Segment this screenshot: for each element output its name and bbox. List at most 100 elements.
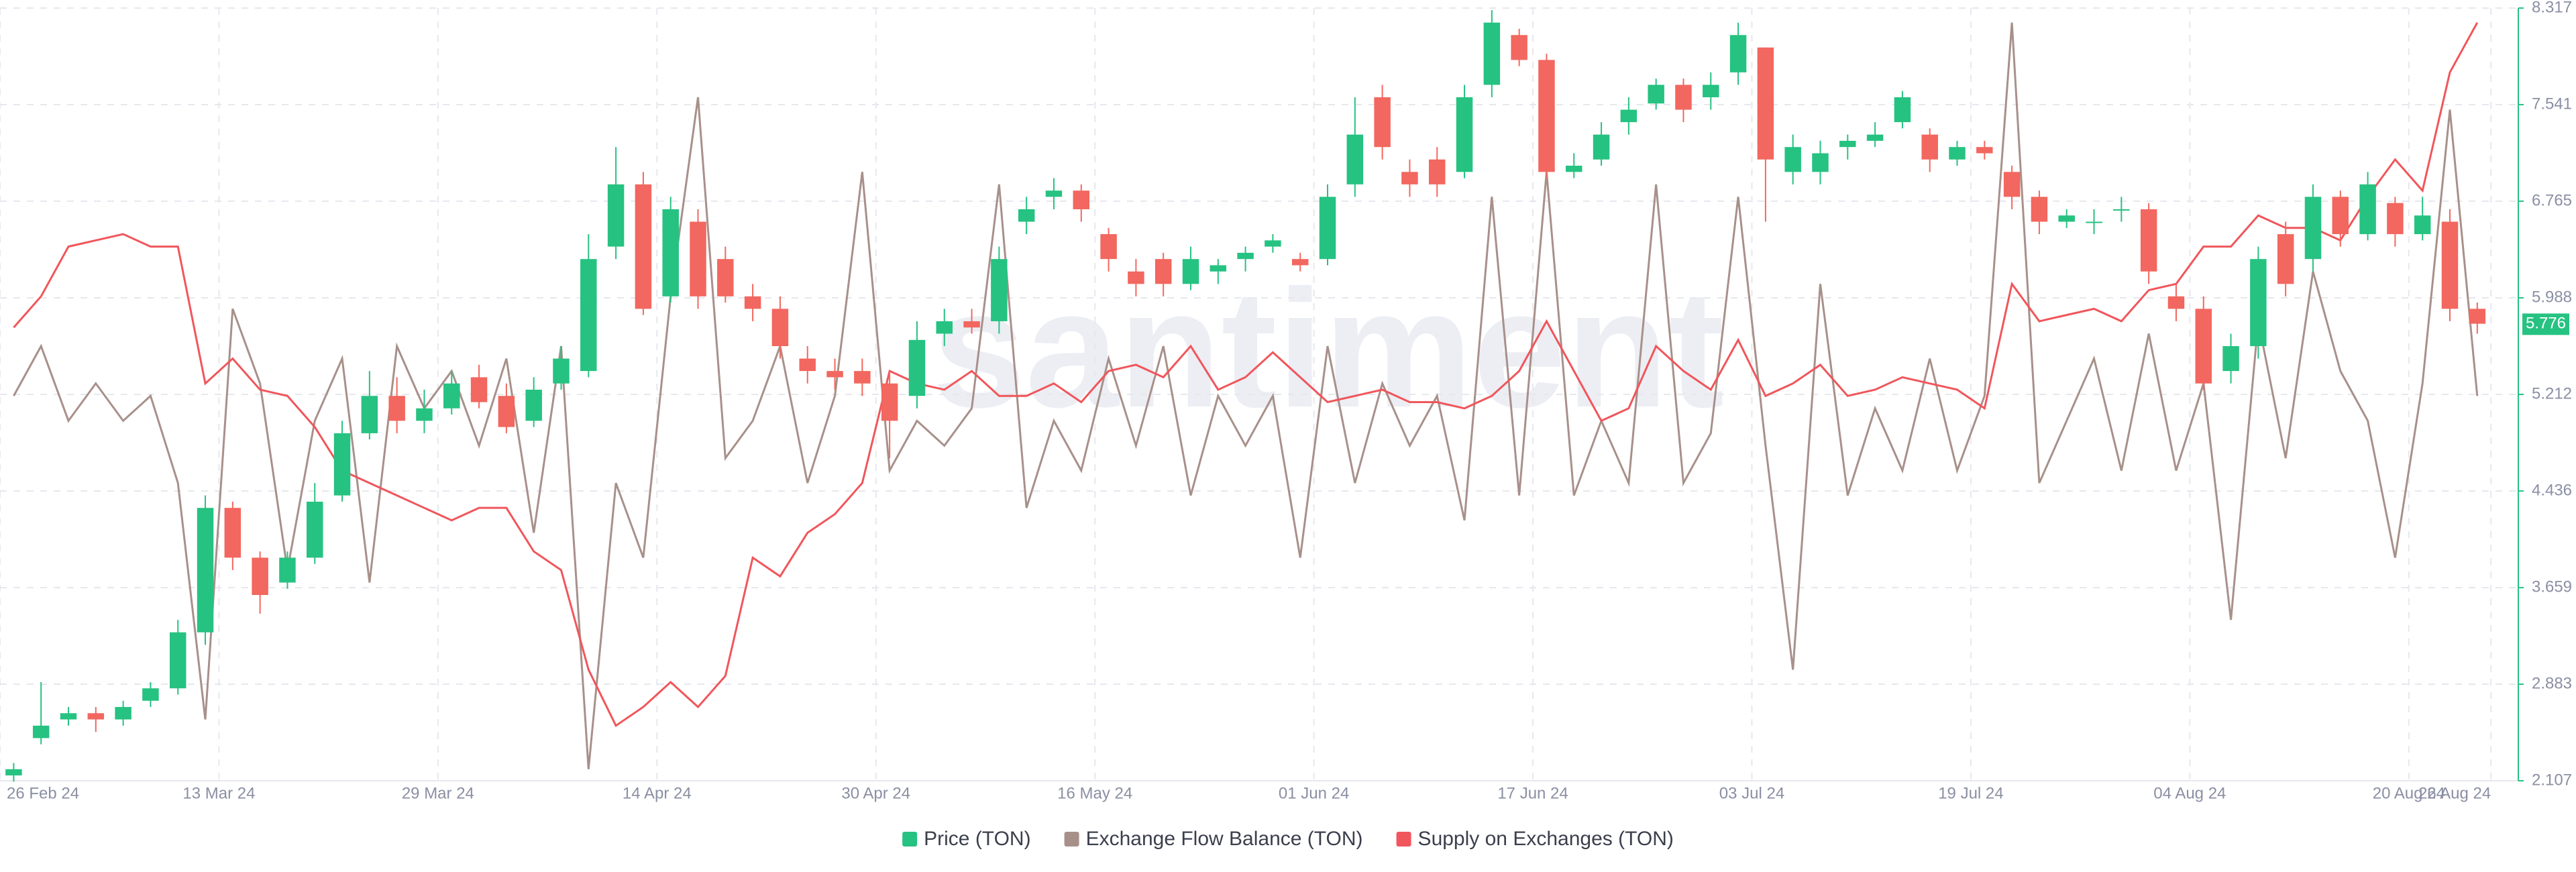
candle-body: [1921, 134, 1938, 160]
candle-body: [2414, 215, 2431, 235]
candle-body: [333, 433, 351, 496]
candle-body: [1456, 97, 1473, 172]
candle-body: [2359, 184, 2376, 235]
candle-body: [1839, 140, 1856, 148]
candle-body: [470, 377, 488, 402]
candle-body: [2195, 309, 2212, 384]
candle-body: [416, 408, 433, 421]
candle-body: [1976, 147, 1993, 154]
candle-body: [1784, 147, 1801, 172]
legend-swatch: [902, 832, 918, 847]
candle-body: [2140, 209, 2157, 272]
candle-body: [1566, 166, 1582, 172]
candle-body: [279, 557, 296, 583]
candle-body: [87, 713, 105, 720]
candle-body: [936, 321, 953, 334]
x-tick-label: 20 Aug 24: [2373, 784, 2445, 802]
candle-body: [1291, 259, 1309, 266]
candle-body: [1812, 153, 1829, 172]
legend-swatch: [1396, 832, 1411, 847]
y-tick-label: 2.107: [2532, 771, 2572, 789]
candle-body: [2277, 234, 2294, 284]
candle-body: [5, 769, 22, 776]
candle-body: [224, 508, 241, 558]
candle-body: [744, 296, 761, 309]
candle-body: [2222, 346, 2239, 372]
candle-body: [2058, 215, 2075, 222]
legend-item[interactable]: Price (TON): [902, 828, 1031, 850]
legend-item[interactable]: Exchange Flow Balance (TON): [1064, 828, 1363, 850]
candle-body: [826, 371, 843, 378]
candle-body: [1538, 60, 1555, 172]
candle-body: [32, 725, 50, 739]
candle-body: [553, 358, 570, 384]
candle-body: [1949, 147, 1966, 160]
candle-body: [1648, 85, 1664, 104]
series-line: [13, 21, 2479, 728]
candle-body: [1703, 85, 1719, 98]
candle-body: [991, 259, 1008, 321]
candle-body: [799, 358, 816, 372]
candle-body: [717, 259, 734, 296]
candle-body: [1045, 190, 1063, 197]
candle-body: [1675, 85, 1692, 110]
candle-body: [1155, 259, 1172, 284]
candle-body: [1593, 134, 1610, 160]
x-tick-label: 16 May 24: [1057, 784, 1132, 802]
candle-body: [1237, 252, 1254, 260]
candle-body: [690, 221, 706, 296]
candle-body: [2031, 197, 2048, 222]
candle-body: [498, 396, 515, 427]
candle-body: [307, 501, 323, 558]
candle-body: [169, 632, 186, 689]
y-tick-label: 5.988: [2532, 288, 2572, 306]
y-tick-label: 7.541: [2532, 95, 2572, 113]
candle-body: [580, 259, 597, 372]
last-price-tag: [2522, 313, 2569, 335]
x-tick-label: 26 Feb 24: [7, 784, 79, 802]
candle-body: [1483, 22, 1501, 85]
candle-body: [1894, 97, 1911, 123]
legend-label: Supply on Exchanges (TON): [1418, 828, 1674, 850]
candle-body: [1866, 134, 1884, 141]
candle-body: [60, 713, 77, 720]
candle-body: [2387, 203, 2404, 235]
x-tick-label: 19 Jul 24: [1938, 784, 2003, 802]
candle-body: [662, 209, 679, 296]
x-tick-label: 29 Mar 24: [402, 784, 474, 802]
x-tick-label: 03 Jul 24: [1719, 784, 1784, 802]
candle-body: [1319, 197, 1336, 260]
candle-body: [388, 396, 405, 421]
candle-body: [2469, 309, 2486, 324]
legend-item[interactable]: Supply on Exchanges (TON): [1396, 828, 1674, 850]
candle-body: [2113, 209, 2130, 211]
y-tick-label: 4.436: [2532, 481, 2572, 499]
x-tick-label: 04 Aug 24: [2153, 784, 2226, 802]
candle-body: [1182, 259, 1199, 284]
candle-body: [443, 383, 460, 408]
candle-body: [1210, 265, 1227, 272]
candle-body: [1265, 240, 1281, 247]
x-tick-label: 01 Jun 24: [1279, 784, 1349, 802]
candle-body: [1073, 190, 1090, 209]
candle-body: [2086, 221, 2102, 223]
candle-body: [2441, 221, 2459, 309]
legend-label: Exchange Flow Balance (TON): [1086, 828, 1363, 850]
candle-body: [1401, 172, 1418, 184]
candle-body: [252, 557, 268, 596]
candle-body: [1128, 271, 1144, 284]
candle-body: [1757, 47, 1774, 160]
candle-body: [2332, 197, 2349, 235]
x-tick-label: 14 Apr 24: [623, 784, 692, 802]
candle-body: [1428, 159, 1446, 184]
candle-body: [908, 339, 926, 396]
legend: Price (TON) Exchange Flow Balance (TON) Su…: [902, 828, 1674, 850]
candle-body: [881, 383, 898, 421]
candle-body: [1729, 35, 1747, 72]
candle-body: [854, 371, 871, 384]
candle-body: [115, 706, 131, 720]
x-tick-label: 13 Mar 24: [182, 784, 255, 802]
x-tick-label: 26 Aug 24: [2418, 784, 2491, 802]
candle-body: [1100, 234, 1117, 260]
